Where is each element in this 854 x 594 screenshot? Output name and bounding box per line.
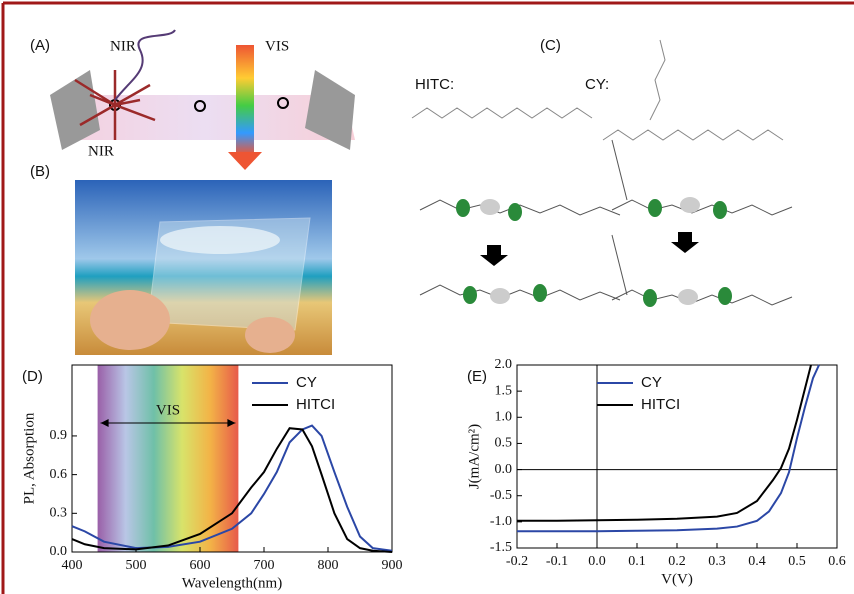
series-line bbox=[517, 365, 819, 531]
band-label: VIS bbox=[156, 402, 180, 418]
y-tick-label: -0.5 bbox=[490, 488, 512, 503]
legend-label: HITCI bbox=[296, 396, 335, 413]
hand bbox=[245, 317, 295, 353]
x-tick-label: 0.0 bbox=[588, 554, 606, 569]
y-tick-label: -1.0 bbox=[490, 514, 512, 529]
x-tick-label: 0.4 bbox=[748, 554, 766, 569]
y-tick-label: 0.6 bbox=[50, 467, 68, 482]
lobe bbox=[456, 199, 470, 217]
vis-label: VIS bbox=[265, 38, 289, 54]
chart: VIS 400 500 600 700 800 900 0.0 0.3 0.6 0.9 Wavelen… bbox=[21, 365, 402, 591]
y-tick-label: 0.3 bbox=[50, 506, 68, 521]
lobe bbox=[648, 199, 662, 217]
hand bbox=[90, 290, 170, 350]
cy-structure bbox=[603, 40, 783, 140]
panel-label: (C) bbox=[540, 37, 561, 54]
panel-c: (C) HITC: CY: bbox=[412, 37, 792, 307]
series-line bbox=[517, 365, 811, 521]
molecule-label: HITC: bbox=[415, 76, 454, 93]
panel-label: (D) bbox=[22, 368, 43, 385]
x-tick-label: 0.1 bbox=[628, 554, 646, 569]
lobe bbox=[718, 287, 732, 305]
vis-arrow-head bbox=[228, 152, 262, 170]
x-tick-label: 0.2 bbox=[668, 554, 686, 569]
y-tick-label: 0.9 bbox=[50, 428, 68, 443]
panel-label: (A) bbox=[30, 37, 50, 54]
x-tick-label: 0.3 bbox=[708, 554, 726, 569]
x-axis-label: Wavelength(nm) bbox=[182, 575, 282, 591]
panel-a: (A) NIR VIS NIR bbox=[30, 30, 355, 170]
vis-arrow bbox=[236, 45, 254, 155]
x-tick-label: 800 bbox=[318, 558, 339, 573]
panel-label: (B) bbox=[30, 163, 50, 180]
y-tick-label: 0.0 bbox=[50, 544, 68, 559]
legend-label: CY bbox=[641, 374, 662, 391]
hitc-structure bbox=[412, 108, 592, 118]
lobe bbox=[533, 284, 547, 302]
x-tick-label: 0.5 bbox=[788, 554, 806, 569]
y-tick-label: 1.5 bbox=[495, 383, 513, 398]
x-tick-label: 700 bbox=[254, 558, 275, 573]
nir-label: NIR bbox=[88, 143, 114, 159]
lobe bbox=[680, 197, 700, 213]
panel-label: (E) bbox=[467, 368, 487, 385]
y-tick-label: 1.0 bbox=[495, 410, 513, 425]
molecule-label: CY: bbox=[585, 76, 609, 93]
x-tick-label: 900 bbox=[382, 558, 403, 573]
hitc-orbital bbox=[420, 285, 620, 300]
y-tick-label: -1.5 bbox=[490, 540, 512, 555]
legend-label: CY bbox=[296, 374, 317, 391]
panel-b: (B) bbox=[30, 163, 332, 355]
x-tick-label: 400 bbox=[62, 558, 83, 573]
y-tick-label: 0.0 bbox=[495, 462, 513, 477]
cy-orbital bbox=[612, 235, 792, 305]
glass-plate bbox=[148, 218, 310, 330]
x-tick-label: 0.6 bbox=[828, 554, 846, 569]
down-arrow bbox=[480, 245, 508, 266]
lobe bbox=[713, 201, 727, 219]
lobe bbox=[480, 199, 500, 215]
x-tick-label: -0.2 bbox=[506, 554, 528, 569]
x-tick-label: 500 bbox=[126, 558, 147, 573]
y-tick-label: 0.5 bbox=[495, 436, 513, 451]
lobe bbox=[678, 289, 698, 305]
lobe bbox=[508, 203, 522, 221]
figure: (A) NIR VIS NIR (B) (C) HITC: bbox=[0, 0, 854, 594]
x-tick-label: 600 bbox=[190, 558, 211, 573]
lobe bbox=[463, 286, 477, 304]
legend-label: HITCI bbox=[641, 396, 680, 413]
lobe bbox=[643, 289, 657, 307]
chart: -0.2 -0.1 0.0 0.1 0.2 0.3 0.4 0.5 0.6 -1.5 -1.0 -0.… bbox=[466, 357, 845, 587]
cy-orbital bbox=[612, 140, 792, 215]
y-axis-label: PL, Absorption bbox=[21, 412, 37, 504]
lobe bbox=[490, 288, 510, 304]
down-arrow bbox=[671, 232, 699, 253]
x-axis-label: V(V) bbox=[661, 571, 693, 587]
y-axis-label: J(mA/cm²) bbox=[466, 424, 482, 489]
x-tick-label: -0.1 bbox=[546, 554, 568, 569]
nir-label: NIR bbox=[110, 38, 136, 54]
y-tick-label: 2.0 bbox=[495, 357, 513, 372]
